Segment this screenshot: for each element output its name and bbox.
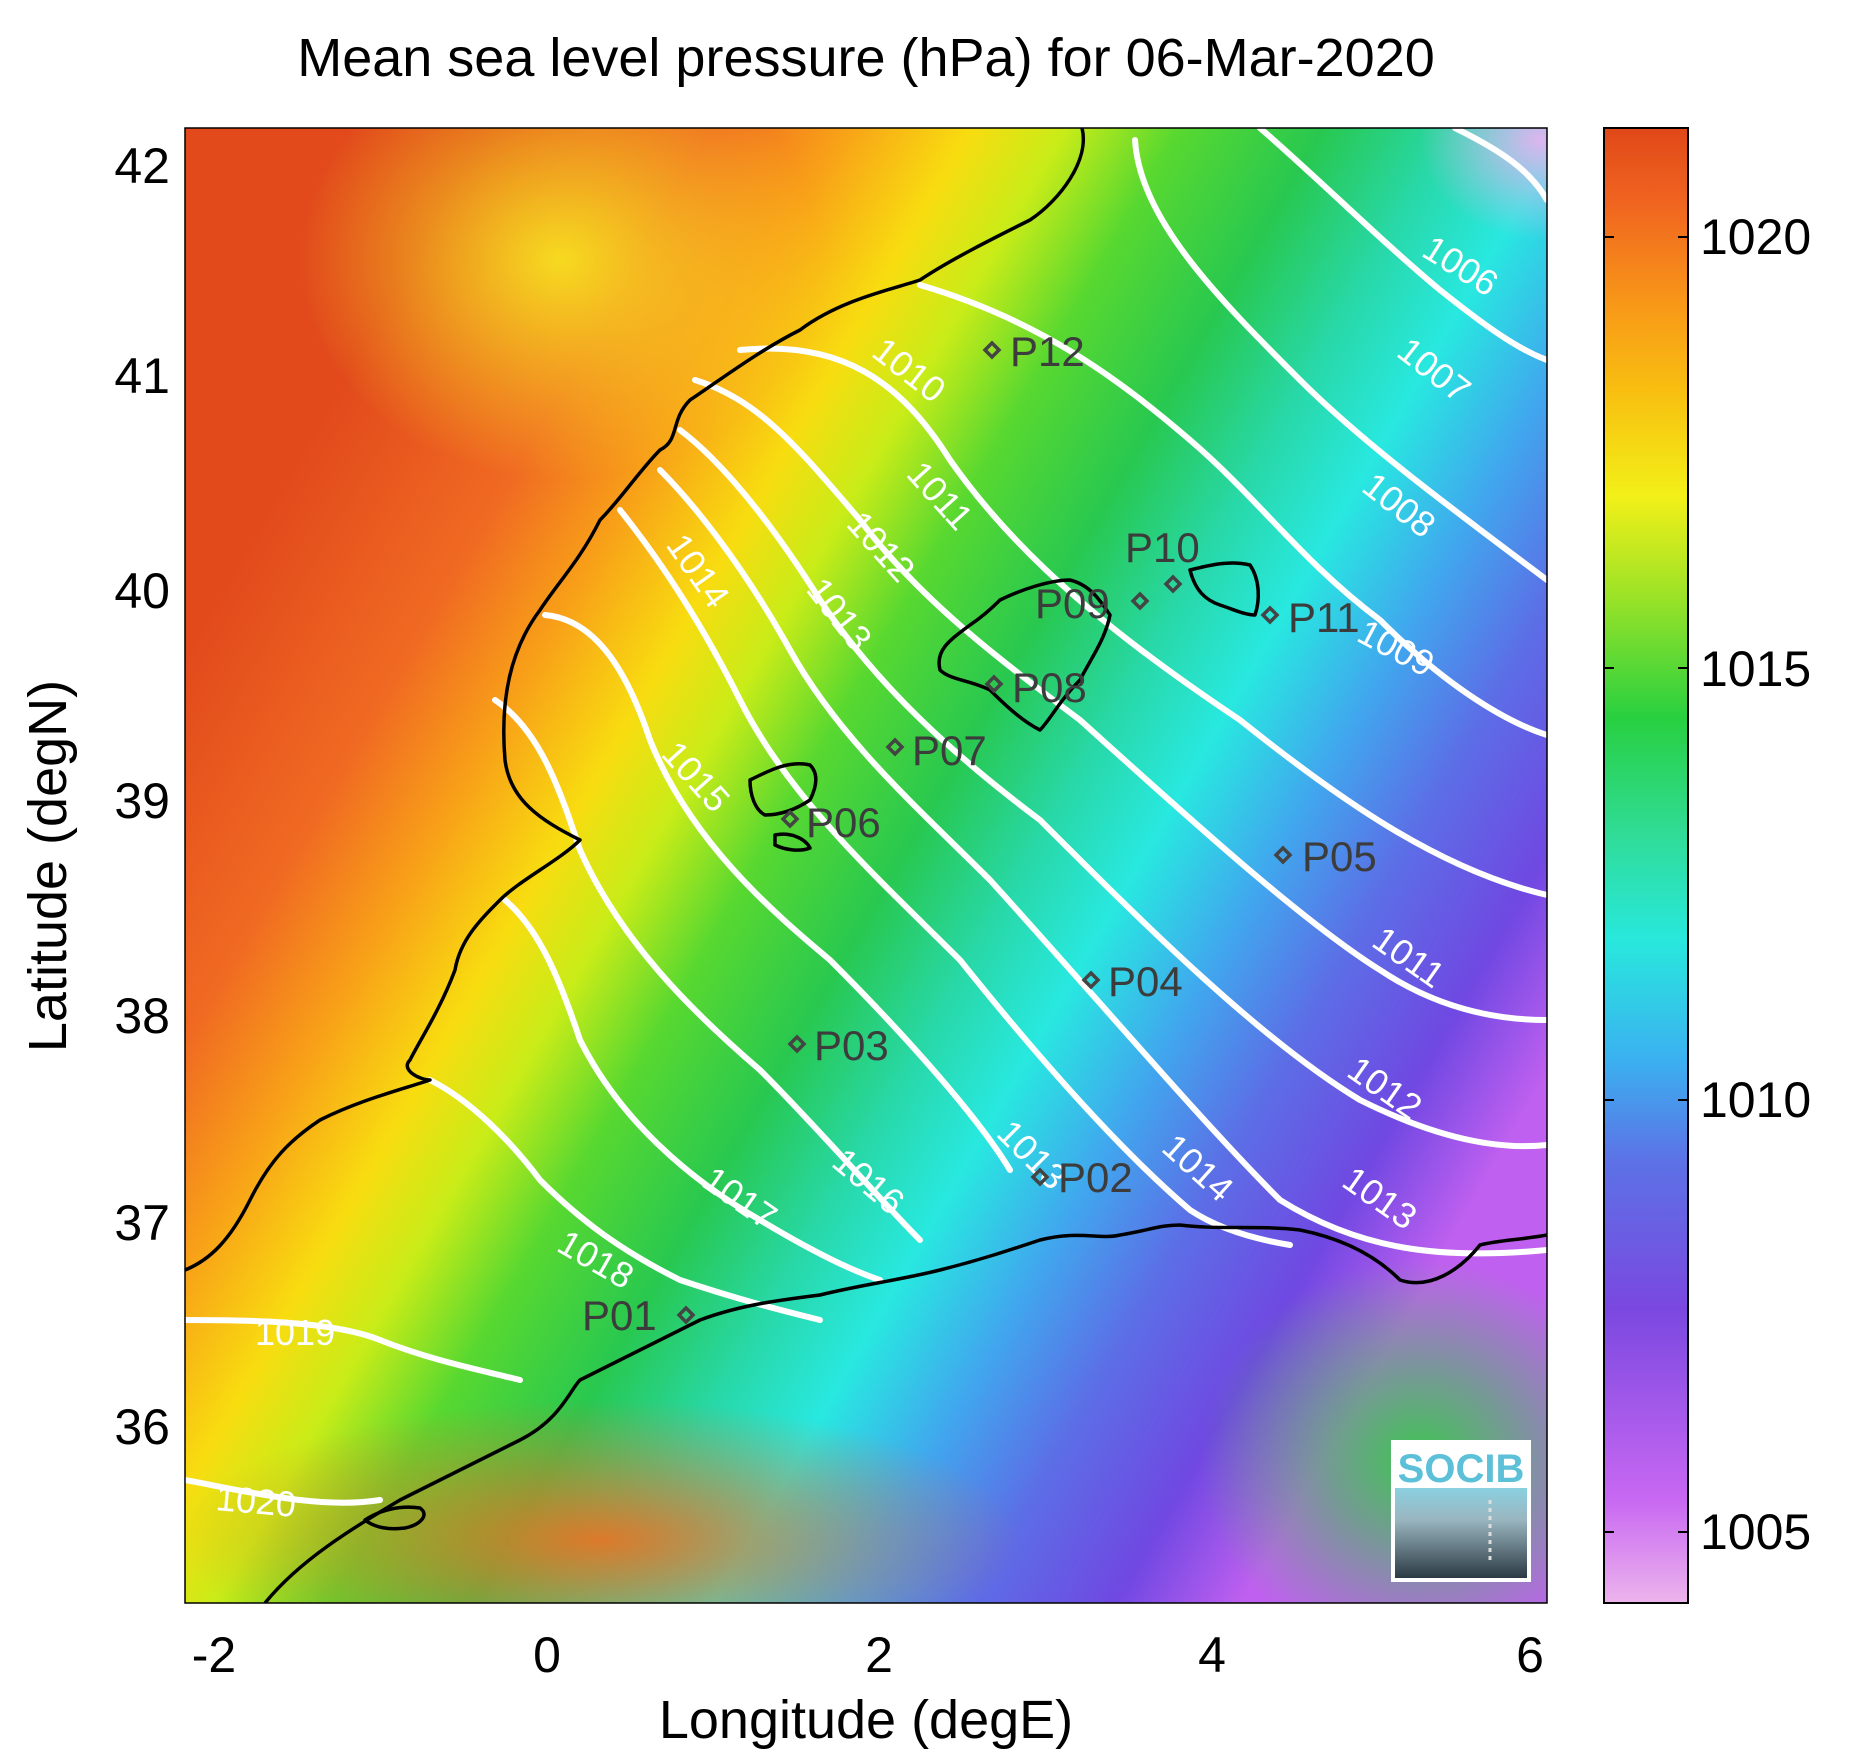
isobar-1008 <box>1132 137 1547 583</box>
colorbar: 1005 1010 1015 1020 <box>1603 127 1811 1604</box>
x-axis-title: Longitude (degE) <box>659 1690 1073 1750</box>
station-label: P05 <box>1302 833 1377 880</box>
station-p07[interactable]: P07 <box>885 727 987 774</box>
x-axis: -2 0 2 4 6 Longitude (degE) <box>192 1627 1544 1750</box>
colorbar-scale <box>1603 127 1689 1604</box>
map-frame <box>184 127 1548 1604</box>
station-label: P06 <box>806 799 881 846</box>
isobar-1007 <box>1257 128 1547 363</box>
station-marker <box>984 674 1004 694</box>
coastline-formentera <box>773 832 812 852</box>
logo-text: SOCIB <box>1398 1447 1525 1491</box>
station-p03[interactable]: P03 <box>787 1022 889 1069</box>
station-marker <box>1130 591 1150 611</box>
x-tick-label: 2 <box>865 1627 893 1683</box>
coastline-ibiza <box>748 761 818 817</box>
colorbar-tick-label: 1020 <box>1700 209 1811 265</box>
y-tick-label: 42 <box>114 138 170 194</box>
station-marker <box>885 737 905 757</box>
pressure-highlight-north <box>300 128 820 480</box>
figure-title: Mean sea level pressure (hPa) for 06-Mar… <box>297 28 1435 88</box>
station-p02[interactable]: P02 <box>1030 1154 1133 1201</box>
isobar-1011 <box>692 377 1547 1023</box>
station-p01[interactable]: P01 <box>582 1292 696 1339</box>
colorbar-tick-label: 1015 <box>1700 641 1811 697</box>
isobar-1016 <box>492 697 923 1243</box>
isobar-1017 <box>502 897 883 1283</box>
y-tick-label: 40 <box>114 563 170 619</box>
station-label: P01 <box>582 1292 657 1339</box>
station-label: P03 <box>814 1022 889 1069</box>
coastline-north-africa <box>263 1223 1547 1603</box>
stations: P01 P02 P03 P04 P05 P06 <box>582 328 1377 1339</box>
station-p06[interactable]: P06 <box>780 799 881 846</box>
station-label: P07 <box>912 727 987 774</box>
isobar-1012 <box>677 427 1547 1150</box>
socib-logo: SOCIB <box>1391 1440 1531 1582</box>
y-tick-label: 39 <box>114 773 170 829</box>
station-marker <box>787 1034 807 1054</box>
x-tick-label: 4 <box>1198 1627 1226 1683</box>
isobar-1015 <box>542 612 1013 1173</box>
station-marker <box>1163 574 1183 594</box>
coastline-iberia <box>185 128 1086 1272</box>
y-axis-title: Latitude (degN) <box>18 680 78 1052</box>
station-label: P02 <box>1058 1154 1133 1201</box>
station-p09[interactable]: P09 <box>1035 580 1150 627</box>
isobar-1013 <box>657 467 1547 1257</box>
isobar-label-1020: 1020 <box>214 1477 297 1525</box>
y-tick-label: 37 <box>114 1195 170 1251</box>
station-marker <box>1081 970 1101 990</box>
isobar-lines <box>185 128 1547 1506</box>
station-label: P12 <box>1010 328 1085 375</box>
station-label: P11 <box>1288 594 1360 641</box>
station-label: P04 <box>1108 958 1183 1005</box>
map-panel: 1006 1007 1008 1009 1010 1011 1011 1012 … <box>185 128 1547 1603</box>
station-label: P10 <box>1125 524 1200 571</box>
pressure-highlight-northeast <box>1420 128 1547 240</box>
station-marker <box>1030 1167 1050 1187</box>
station-label: P09 <box>1035 580 1110 627</box>
coastline-menorca <box>1188 561 1261 617</box>
y-tick-label: 36 <box>114 1399 170 1455</box>
isobar-label-1019: 1019 <box>255 1312 335 1353</box>
x-tick-label: -2 <box>192 1627 236 1683</box>
colorbar-tick-label: 1005 <box>1700 1504 1811 1560</box>
station-p11[interactable]: P11 <box>1260 594 1360 641</box>
coastlines <box>185 128 1547 1603</box>
station-marker <box>1260 605 1280 625</box>
station-label: P08 <box>1012 664 1087 711</box>
station-marker <box>1273 845 1293 865</box>
station-p04[interactable]: P04 <box>1081 958 1183 1005</box>
coastline-alboran <box>363 1505 426 1531</box>
station-marker <box>676 1305 696 1325</box>
isobar-1009 <box>917 282 1547 738</box>
station-p10[interactable]: P10 <box>1125 524 1200 594</box>
station-marker <box>982 340 1002 360</box>
y-tick-label: 38 <box>114 988 170 1044</box>
y-axis: 36 37 38 39 40 41 42 Latitude (degN) <box>18 138 170 1455</box>
x-tick-label: 0 <box>533 1627 561 1683</box>
logo-image <box>1395 1488 1527 1578</box>
isobar-1019 <box>185 1317 523 1383</box>
isobar-1006 <box>1452 128 1547 203</box>
x-tick-label: 6 <box>1516 1627 1544 1683</box>
isobar-1010 <box>737 345 1547 898</box>
isobar-1014 <box>617 507 1293 1248</box>
station-p08[interactable]: P08 <box>984 664 1087 711</box>
y-tick-label: 41 <box>114 348 170 404</box>
coastline-mallorca <box>937 578 1112 732</box>
colorbar-tick-label: 1010 <box>1700 1072 1811 1128</box>
station-marker <box>780 809 800 829</box>
isobar-1020 <box>185 1477 383 1506</box>
station-p05[interactable]: P05 <box>1273 833 1377 880</box>
station-p12[interactable]: P12 <box>982 328 1085 375</box>
pressure-highlight-south <box>185 1400 1020 1603</box>
